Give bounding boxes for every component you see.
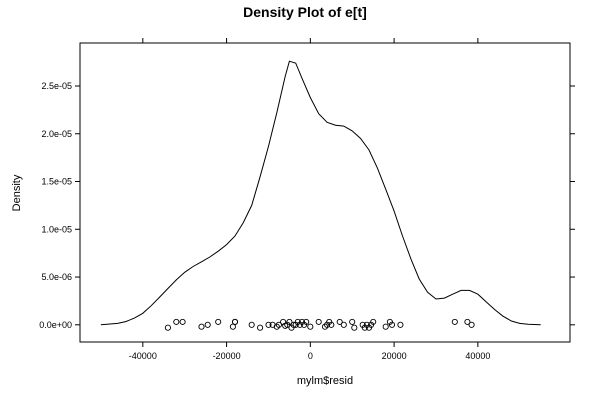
- data-point: [275, 321, 282, 328]
- x-tick-label: 20000: [382, 351, 407, 361]
- data-point: [265, 321, 272, 328]
- data-point: [290, 321, 297, 328]
- data-point: [179, 318, 186, 325]
- x-tick-label: 40000: [465, 351, 490, 361]
- data-point: [340, 321, 347, 328]
- plot-frame: [79, 42, 571, 343]
- data-point: [248, 321, 255, 328]
- data-point: [303, 318, 310, 325]
- x-tick-label: -40000: [129, 351, 157, 361]
- data-point: [315, 318, 322, 325]
- y-tick-label: 1.0e-05: [41, 224, 72, 234]
- y-tick-label: 2.5e-05: [41, 81, 72, 91]
- chart-title: Density Plot of e[t]: [243, 4, 367, 20]
- y-tick-label: 5.0e-06: [41, 272, 72, 282]
- density-curve: [100, 60, 541, 326]
- x-axis-label: mylm$resid: [297, 375, 353, 387]
- data-point: [198, 323, 205, 330]
- data-point: [336, 318, 343, 325]
- y-axis: 0.0e+00 5.0e-06 1.0e-05 1.5e-05 2.0e-05 2.5e-…: [39, 81, 575, 330]
- data-point: [464, 318, 471, 325]
- data-point: [397, 321, 404, 328]
- data-point: [307, 323, 314, 330]
- x-tick-label: -20000: [213, 351, 241, 361]
- y-tick-label: 0.0e+00: [39, 320, 72, 330]
- data-points: [164, 318, 475, 331]
- data-point: [388, 321, 396, 328]
- data-point: [349, 318, 356, 325]
- data-point: [257, 324, 264, 331]
- data-point: [370, 318, 377, 325]
- y-tick-label: 2.0e-05: [41, 129, 72, 139]
- x-axis: -40000 -20000 0 20000 40000: [129, 38, 490, 361]
- y-tick-label: 1.5e-05: [41, 177, 72, 187]
- data-point: [164, 324, 171, 331]
- data-point: [231, 318, 239, 325]
- data-point: [215, 318, 222, 325]
- data-point: [328, 321, 335, 328]
- data-point: [204, 321, 211, 328]
- data-point: [468, 321, 475, 328]
- x-tick-label: 0: [308, 351, 313, 361]
- data-point: [173, 318, 180, 325]
- data-point: [382, 323, 389, 330]
- data-point: [451, 318, 458, 325]
- y-axis-label: Density: [11, 174, 23, 211]
- data-point: [286, 318, 293, 325]
- data-point: [351, 324, 358, 331]
